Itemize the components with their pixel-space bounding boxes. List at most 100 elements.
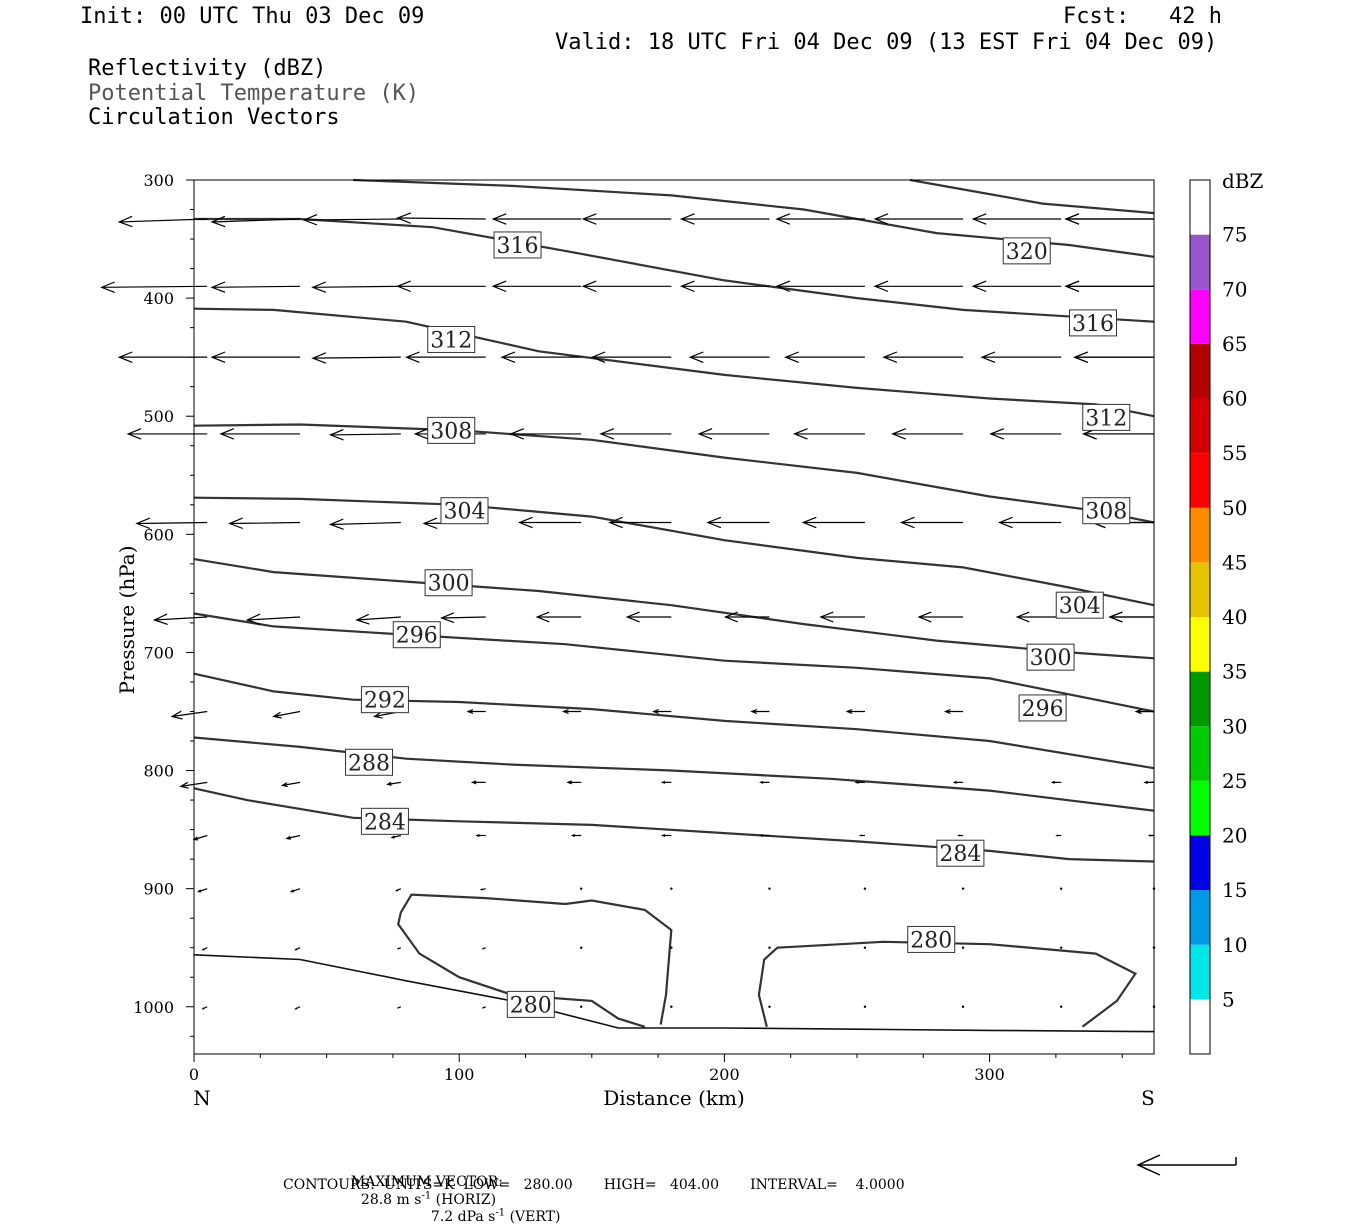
contour-label-box (427, 325, 476, 353)
isentrope-304 (193, 496, 1155, 607)
circulation-vector (997, 516, 1062, 529)
circulation-vector (581, 280, 672, 293)
colorbar-segment (1190, 289, 1210, 344)
contour-label-316: 316 (1072, 312, 1114, 337)
contour-label-box (1055, 591, 1104, 619)
colorbar-frame (1189, 179, 1211, 1055)
vector-head (1064, 280, 1080, 293)
circulation-vector (210, 281, 301, 293)
vector-head (285, 835, 291, 840)
circulation-vector (561, 708, 582, 714)
colorbar-segment (1190, 234, 1210, 290)
vector-head (170, 710, 183, 720)
circulation-vector (570, 833, 582, 838)
circulation-vector (801, 516, 865, 529)
circulation-vector (579, 1005, 583, 1008)
vector-shaft (387, 781, 401, 785)
circulation-vector (971, 280, 1062, 293)
colorbar-segment (1190, 780, 1210, 836)
isentrope-308 (193, 423, 1155, 524)
vector-head (1143, 780, 1148, 784)
contour-label-308: 308 (430, 419, 472, 444)
vector-head (355, 613, 370, 625)
circulation-vector (390, 834, 401, 839)
contour-info: CONTOURS: UNITS=K LOW= 280.00 HIGH= 404.… (283, 1177, 905, 1193)
x-tick-label: 0 (189, 1065, 199, 1084)
vector-head (590, 351, 606, 363)
vector-head (328, 429, 344, 441)
circulation-vector (1059, 946, 1063, 949)
circulation-vector (245, 613, 301, 625)
vector-head (509, 428, 525, 440)
vector-head (100, 281, 115, 293)
vector-shaft (312, 285, 401, 288)
vector-dot (961, 1005, 965, 1008)
circulation-vector (917, 611, 964, 623)
vector-head (395, 889, 398, 892)
contour-label-box (424, 569, 473, 597)
circulation-vector (404, 351, 486, 363)
circulation-vector (863, 946, 867, 949)
circulation-vector (201, 947, 208, 951)
circulation-vector (285, 834, 301, 840)
vector-head (697, 428, 713, 440)
circulation-vector (1134, 708, 1154, 714)
vector-head (479, 888, 483, 891)
vector-head (210, 281, 226, 293)
vector-head (971, 280, 987, 293)
vector-dot (961, 887, 965, 890)
forecast-hour: Fcst: 42 h (1063, 4, 1222, 29)
circulation-vector (126, 428, 208, 440)
vector-head (280, 782, 288, 788)
circulation-vector (152, 613, 208, 625)
vector-head (386, 781, 392, 786)
colorbar-level-label: 5 (1222, 987, 1235, 1011)
circulation-vector (135, 517, 208, 530)
circulation-vector (899, 516, 964, 529)
circulation-vector (466, 708, 486, 714)
colorbar-segment (1190, 617, 1210, 672)
vector-shaft (247, 616, 301, 621)
circulation-vector (1064, 280, 1154, 293)
circulation-vector (396, 212, 486, 224)
vector-head (404, 351, 420, 363)
circulation-vector (1050, 780, 1062, 784)
vector-head (1015, 611, 1030, 623)
colorbar-level-label: 15 (1222, 878, 1247, 902)
vector-head (873, 280, 889, 293)
circulation-vector (219, 428, 301, 440)
vector-head (882, 351, 898, 363)
colorbar-level-label: 55 (1222, 441, 1247, 465)
circulation-vector (355, 613, 401, 625)
cross-section-plot: 2842842882922962963003003043043083083123… (100, 169, 1264, 1176)
vector-head (1073, 351, 1089, 363)
contour-label-box (440, 497, 489, 525)
vector-head (688, 351, 704, 363)
vector-head (759, 780, 764, 784)
circulation-vector (952, 780, 964, 784)
circulation-vector (272, 710, 301, 719)
colorbar-segment (1190, 180, 1210, 235)
y-tick-label: 700 (143, 643, 174, 662)
circulation-vector (961, 946, 965, 949)
contour-label-box (345, 748, 394, 776)
vector-dot (579, 1005, 583, 1008)
vector-head (1108, 611, 1123, 623)
circulation-vector (210, 351, 301, 363)
y-tick-label: 900 (143, 880, 174, 899)
isentrope-320 (353, 178, 1155, 258)
circulation-vector (294, 1006, 301, 1010)
vector-head (228, 517, 244, 530)
vector-head (372, 711, 383, 719)
x-tick-label: 300 (974, 1065, 1005, 1084)
vector-dot (579, 946, 583, 949)
colorbar-segment (1190, 562, 1210, 617)
vector-head (980, 351, 996, 363)
vector-head (440, 612, 455, 624)
colorbar-level-label: 20 (1222, 824, 1247, 848)
circulation-vector (775, 213, 865, 225)
vector-shaft (119, 218, 208, 223)
vector-head (1050, 780, 1056, 784)
circulation-vector (396, 947, 402, 950)
circulation-vector (845, 708, 865, 714)
